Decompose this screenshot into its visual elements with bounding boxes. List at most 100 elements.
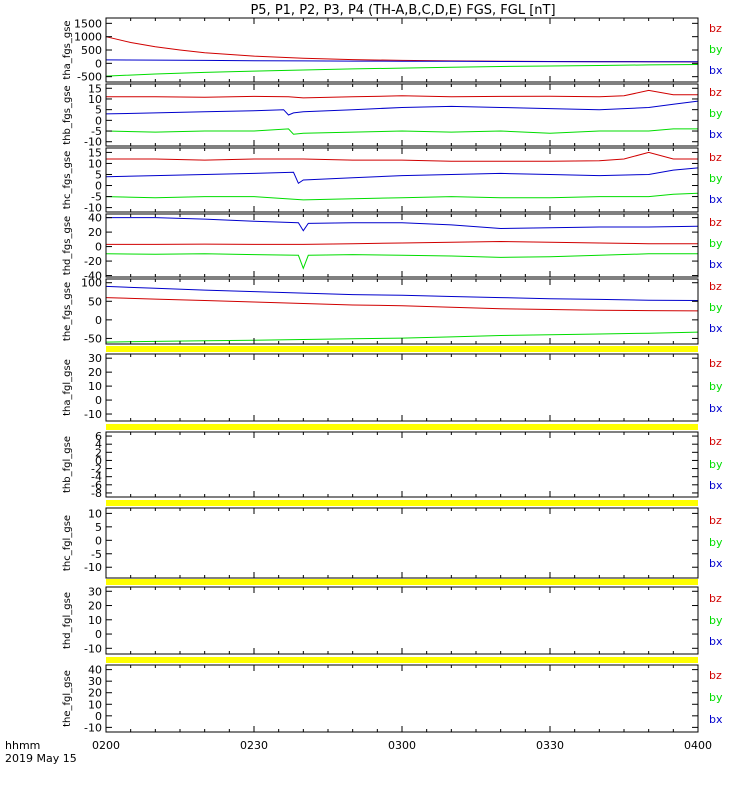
x-tick-label: 0300 [388,739,416,752]
series-bx-line [105,100,699,116]
x-tick-label: 0230 [240,739,268,752]
panel-frame [105,353,699,422]
y-tick-label: -10 [84,642,102,655]
legend-by: by [709,237,723,250]
y-tick-label: 10 [88,380,102,393]
y-axis-label: the_fgl_gse [62,670,73,727]
legend-bx: bx [709,128,723,141]
y-axis-label: thd_fgs_gse [62,216,73,275]
y-tick-label: 4 [95,438,102,451]
y-axis-label: thc_fgs_gse [62,151,73,210]
no-data-bar [106,346,698,352]
legend-bx: bx [709,402,723,415]
series-bx-line [105,59,699,63]
series-bz-line [106,240,698,245]
y-tick-label: 5 [95,521,102,534]
y-tick-label: 30 [88,675,102,688]
y-tick-label: 0 [95,241,102,254]
legend-by: by [709,172,723,185]
y-tick-label: -5 [91,191,102,204]
panel-frame [105,507,699,579]
y-tick-label: 20 [88,600,102,613]
no-data-bar [106,579,698,585]
y-tick-label: -50 [84,332,102,345]
y-tick-label: 20 [88,366,102,379]
series-by-line [105,64,699,77]
legend-by: by [709,614,723,627]
y-tick-label: -10 [84,202,102,215]
legend-bx: bx [709,193,723,206]
legend-bz: bz [709,280,722,293]
y-tick-label: 10 [88,157,102,170]
legend-bx: bx [709,557,723,570]
legend-bz: bz [709,22,722,35]
series-bz-line [105,297,699,312]
panel-frame [105,431,699,498]
y-tick-label: 0 [95,628,102,641]
y-tick-label: 2 [95,446,102,459]
y-tick-label: -10 [84,721,102,734]
y-axis-label: thc_fgl_gse [62,515,73,571]
y-tick-label: 15 [88,82,102,95]
y-axis-label: thb_fgl_gse [62,436,73,493]
figure-title: P5, P1, P2, P3, P4 (TH-A,B,C,D,E) FGS, F… [250,3,555,18]
y-axis-label: the_fgs_gse [62,282,73,341]
legend-by: by [709,691,723,704]
y-tick-label: -4 [91,471,102,484]
panel-frame [105,83,699,147]
legend-by: by [709,458,723,471]
date-label: 2019 May 15 [5,752,77,765]
no-data-bar [106,657,698,663]
no-data-bar [106,500,698,506]
y-tick-label: 500 [81,44,102,57]
y-tick-label: 1500 [74,17,102,30]
y-tick-label: 10 [88,93,102,106]
y-tick-label: -10 [84,136,102,149]
y-tick-label: 5 [95,168,102,181]
y-tick-label: 50 [88,295,102,308]
panel-frame [105,213,699,278]
y-tick-label: 10 [88,507,102,520]
legend-by: by [709,43,723,56]
y-axis-label: tha_fgl_gse [62,359,73,416]
legend-bz: bz [709,151,722,164]
y-tick-label: 0 [95,454,102,467]
y-tick-label: -500 [77,71,102,84]
panel-frame [105,586,699,655]
legend-bz: bz [709,514,722,527]
y-tick-label: 40 [88,212,102,225]
legend-by: by [709,536,723,549]
y-tick-label: 30 [88,352,102,365]
series-bx-line [105,167,699,185]
legend-bx: bx [709,479,723,492]
series-bz-line [106,89,698,99]
x-tick-label: 0400 [684,739,712,752]
x-tick-label: 0200 [92,739,120,752]
legend-bx: bx [709,322,723,335]
y-tick-label: 6 [95,430,102,443]
legend-by: by [709,380,723,393]
y-tick-label: 0 [95,710,102,723]
legend-bx: bx [709,635,723,648]
y-tick-label: 5 [95,104,102,117]
x-axis: 0200 0230 0300 0330 0400 [92,739,712,752]
y-tick-label: 0 [95,534,102,547]
y-tick-label: 0 [95,180,102,193]
y-tick-label: -6 [91,479,102,492]
y-tick-label: 30 [88,585,102,598]
legend-bx: bx [709,258,723,271]
legend-by: by [709,107,723,120]
series-by-line [105,128,698,135]
y-tick-label: 20 [88,226,102,239]
x-tick-label: 0330 [536,739,564,752]
y-tick-label: 0 [95,394,102,407]
legend-bz: bz [709,669,722,682]
